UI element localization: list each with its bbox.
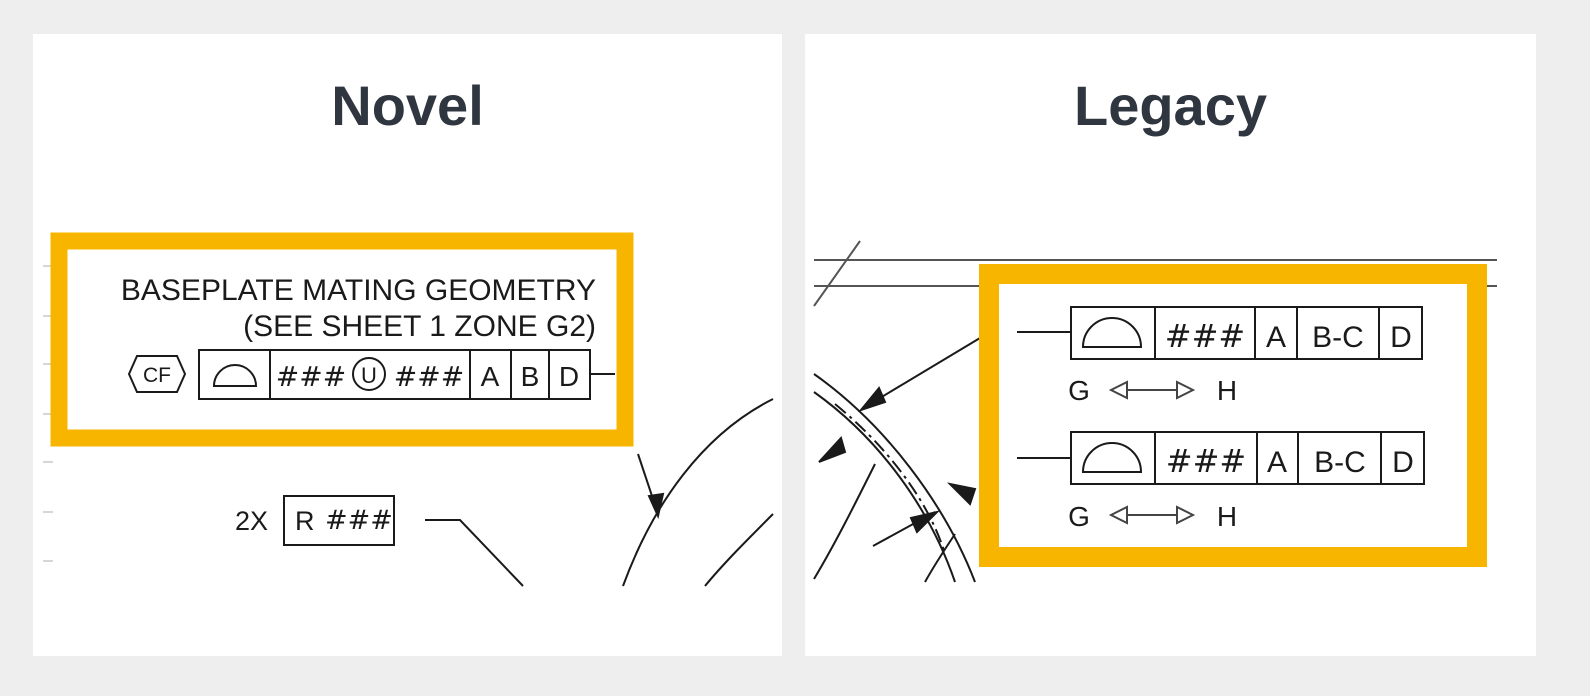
fcf-tolerance-2: ### <box>394 360 464 393</box>
fcf-tolerance-1: ### <box>276 360 346 393</box>
legacy-feature-control-frame-2: ### A B-C D G H <box>1017 431 1425 532</box>
novel-panel: Novel 2X R ### BASEPLATE MATING GEOME <box>33 34 782 656</box>
legacy-fcf-1-between-to: H <box>1217 375 1237 406</box>
dimension-arrowhead-3 <box>909 510 941 534</box>
novel-highlight-box <box>50 232 634 447</box>
legacy-fcf-2-between-from: G <box>1068 501 1090 532</box>
note-line-1: BASEPLATE MATING GEOMETRY <box>121 274 596 307</box>
profile-of-surface-icon <box>212 364 258 387</box>
legacy-fcf-2-tolerance: ### <box>1166 442 1246 480</box>
novel-drawing: 2X R ### BASEPLATE MATING GEOMETRY (SEE … <box>43 232 774 587</box>
legacy-fcf-2-datum-2: B-C <box>1314 446 1366 479</box>
drawing-edge-ticks <box>43 265 53 562</box>
dimension-arrowhead-2 <box>818 436 847 463</box>
profile-of-surface-icon <box>1081 317 1143 348</box>
legacy-feature-control-frame-1: ### A B-C D G H <box>1017 306 1423 406</box>
fcf-datum-2: B <box>521 361 540 392</box>
fcf-datum-1: A <box>481 361 500 392</box>
legacy-fcf-1-datum-3: D <box>1390 321 1412 354</box>
between-arrow-icon <box>1108 505 1196 525</box>
legacy-panel: Legacy <box>805 34 1536 656</box>
legacy-fcf-1-datum-1: A <box>1266 321 1286 354</box>
legacy-title: Legacy <box>1074 74 1267 137</box>
novel-feature-control-frame: ### U ### A B D <box>198 349 615 400</box>
legacy-drawing: ### A B-C D G H ### A B-C D G <box>813 240 1497 583</box>
dimension-arrowhead-4 <box>946 482 977 506</box>
part-geometry-arc <box>425 398 774 587</box>
legacy-fcf-2-between-to: H <box>1217 501 1237 532</box>
unequally-disposed-icon <box>352 357 386 391</box>
legacy-fcf-2-datum-3: D <box>1392 446 1414 479</box>
legacy-fcf-2-datum-1: A <box>1267 446 1287 479</box>
part-geometry-arcs <box>813 331 991 583</box>
continuous-feature-icon <box>127 355 187 393</box>
between-arrow-icon <box>1108 380 1196 400</box>
radius-box <box>283 495 395 546</box>
radius-value: ### <box>325 505 393 536</box>
note-line-2: (SEE SHEET 1 ZONE G2) <box>243 310 596 343</box>
legacy-fcf-1-between-from: G <box>1068 375 1090 406</box>
dimension-arrowhead-1 <box>858 386 887 413</box>
fcf-modifier: U <box>361 363 377 388</box>
novel-title: Novel <box>331 74 484 137</box>
fcf-datum-3: D <box>559 361 579 392</box>
cf-label: CF <box>143 364 171 387</box>
profile-of-surface-icon <box>1081 442 1143 473</box>
radius-count: 2X <box>235 506 268 536</box>
leader-arrowhead <box>647 492 665 520</box>
legacy-fcf-1-datum-2: B-C <box>1312 321 1364 354</box>
radius-prefix: R <box>295 506 315 536</box>
legacy-fcf-1-tolerance: ### <box>1165 317 1245 355</box>
